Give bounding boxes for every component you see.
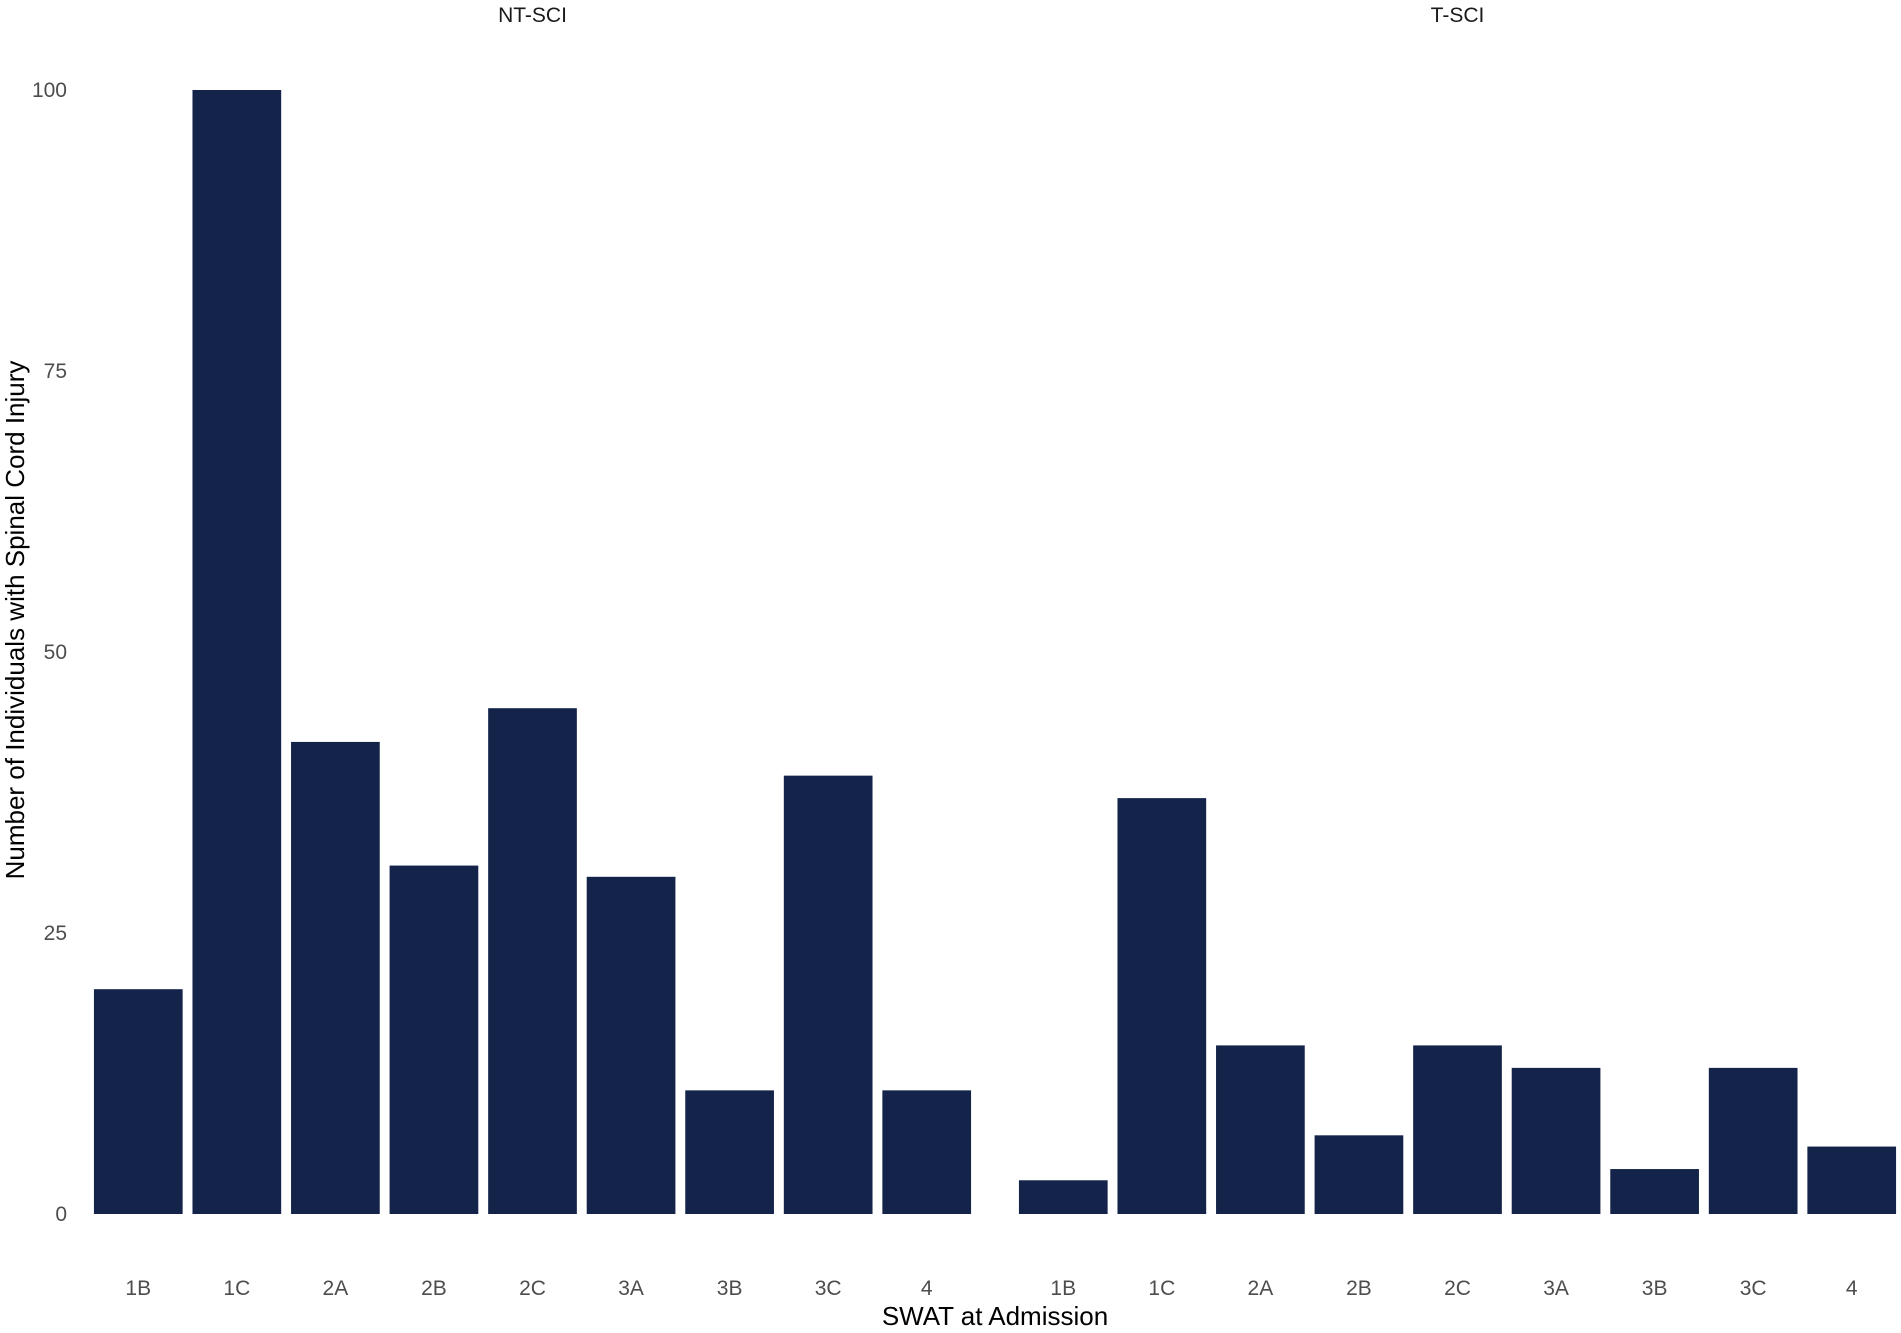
y-tick-label: 100 xyxy=(32,79,67,102)
x-tick-label: 2C xyxy=(519,1277,546,1300)
bar xyxy=(1413,1045,1502,1214)
x-tick-label: 2B xyxy=(1346,1277,1372,1300)
y-tick-label: 25 xyxy=(44,922,67,945)
x-tick-label: 4 xyxy=(1846,1277,1858,1300)
facet-strip-label: NT-SCI xyxy=(498,4,567,27)
bar xyxy=(1807,1146,1897,1214)
y-axis-title: Number of Individuals with Spinal Cord I… xyxy=(0,361,30,880)
x-tick-label: 3C xyxy=(815,1277,842,1300)
bar xyxy=(93,989,183,1214)
bar xyxy=(586,876,676,1214)
x-tick-label: 1C xyxy=(1148,1277,1175,1300)
bar xyxy=(685,1090,774,1214)
y-axis: 0 25 50 75 100 xyxy=(32,79,67,1226)
chart-panels: NT-SCI 1B 1C 2A 2B 2C 3A 3B 3C 4 T-SCI 1B 1C 2A 2B 2C 3A… xyxy=(93,4,1897,1300)
x-tick-label: 3A xyxy=(1543,1277,1569,1300)
facet-panel: NT-SCI 1B 1C 2A 2B 2C 3A 3B 3C 4 xyxy=(93,4,972,1300)
facet-strip-label: T-SCI xyxy=(1431,4,1485,27)
bar xyxy=(1708,1067,1798,1214)
x-tick-label: 1C xyxy=(223,1277,250,1300)
x-axis-title: SWAT at Admission xyxy=(882,1301,1108,1331)
bar xyxy=(783,775,873,1214)
x-tick-label: 1B xyxy=(125,1277,151,1300)
bar xyxy=(488,708,577,1214)
x-tick-label: 1B xyxy=(1050,1277,1076,1300)
x-tick-label: 3B xyxy=(1642,1277,1668,1300)
bar xyxy=(1511,1067,1601,1214)
bar xyxy=(1117,798,1207,1214)
y-tick-label: 50 xyxy=(44,641,67,664)
bar xyxy=(1314,1135,1404,1214)
x-tick-label: 2C xyxy=(1444,1277,1471,1300)
x-tick-label: 4 xyxy=(921,1277,933,1300)
bar xyxy=(1018,1180,1108,1214)
bar xyxy=(882,1090,972,1214)
bar xyxy=(192,90,282,1214)
x-tick-label: 2A xyxy=(1248,1277,1274,1300)
x-tick-label: 3B xyxy=(717,1277,743,1300)
x-tick-label: 2A xyxy=(323,1277,349,1300)
x-tick-label: 3C xyxy=(1740,1277,1767,1300)
facet-panel: T-SCI 1B 1C 2A 2B 2C 3A 3B 3C 4 xyxy=(1018,4,1897,1300)
x-tick-label: 2B xyxy=(421,1277,447,1300)
y-tick-label: 0 xyxy=(55,1203,67,1226)
bar xyxy=(291,741,380,1214)
y-tick-label: 75 xyxy=(44,360,67,383)
bar xyxy=(389,865,479,1214)
x-tick-label: 3A xyxy=(618,1277,644,1300)
bar xyxy=(1216,1045,1305,1214)
bar xyxy=(1610,1169,1699,1214)
